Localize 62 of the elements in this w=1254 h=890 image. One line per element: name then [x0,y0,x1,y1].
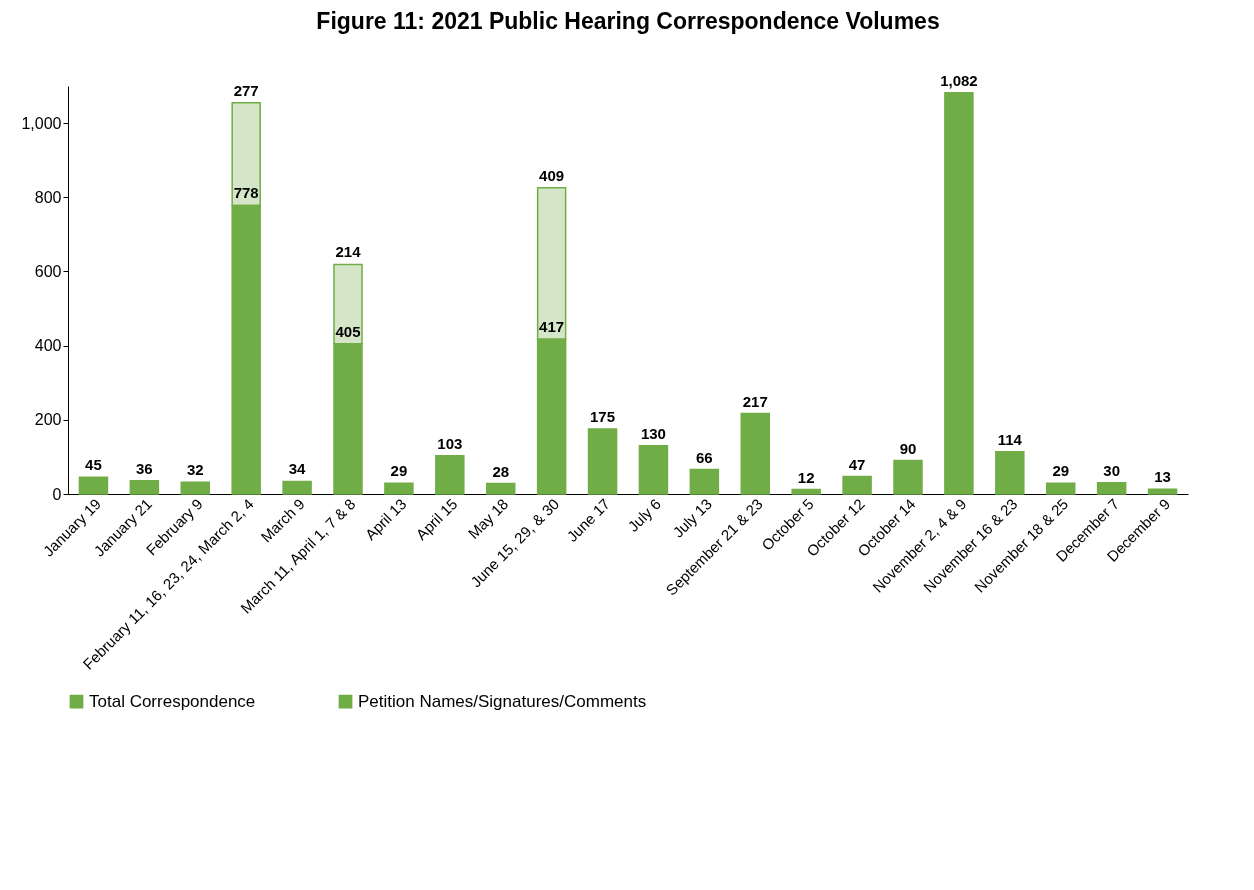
data-label: 277 [233,81,259,99]
x-tick-label: May 18 [464,495,512,542]
data-label: 13 [1154,468,1171,486]
bar [893,459,923,495]
bar [944,91,974,495]
bar [689,468,720,495]
bar [282,480,312,495]
data-label: 28 [492,462,510,480]
data-label: 30 [1103,461,1120,479]
bar [231,204,261,495]
data-label: 12 [797,468,815,486]
y-tick-label: 600 [34,262,62,280]
y-tick-label: 0 [52,485,62,503]
y-tick-label: 400 [34,337,62,355]
data-label: 103 [437,434,463,452]
data-label: 214 [335,243,362,261]
data-label: 405 [335,322,361,340]
data-label: 47 [848,455,866,473]
data-label: 36 [136,459,153,477]
data-label: 90 [899,439,917,457]
data-label: 29 [390,462,408,480]
bar [1045,482,1076,495]
bar [536,186,567,341]
bar [791,488,821,495]
bar [995,450,1025,495]
bar [384,482,414,495]
bar [231,101,261,207]
data-label: 114 [997,430,1023,448]
data-label: 45 [85,456,102,474]
bar [180,481,211,495]
bar [536,338,567,495]
bar [1096,482,1127,495]
bar [333,343,363,495]
data-label: 217 [742,392,768,410]
data-label: 417 [539,318,565,336]
data-label: 778 [233,184,259,202]
data-label: 130 [640,424,666,442]
x-tick-label: July 6 [624,495,665,535]
data-label: 66 [696,448,713,466]
bar [740,412,771,495]
data-label: 175 [590,408,616,426]
data-label: 409 [539,166,565,184]
data-label: 34 [288,460,307,478]
data-label: 32 [186,461,204,479]
data-label: 29 [1052,462,1070,480]
chart-title: Figure 11: 2021 Public Hearing Correspondence Volumes [316,7,940,34]
y-tick-label: 200 [34,411,62,429]
bar [78,476,109,495]
legend-label: Petition Names/Signatures/Comments [358,691,647,711]
bar [485,482,516,495]
bar [842,475,872,495]
bar [129,479,160,495]
bar [333,263,363,345]
data-label: 1,082 [940,71,978,89]
bar [1147,488,1178,495]
bar [435,455,465,495]
bar [638,445,669,495]
y-tick-label: 1,000 [21,114,62,132]
legend-label: Total Correspondence [89,691,256,711]
bar [587,428,618,495]
y-tick-label: 800 [34,188,62,206]
x-tick-label: July 13 [669,495,715,541]
